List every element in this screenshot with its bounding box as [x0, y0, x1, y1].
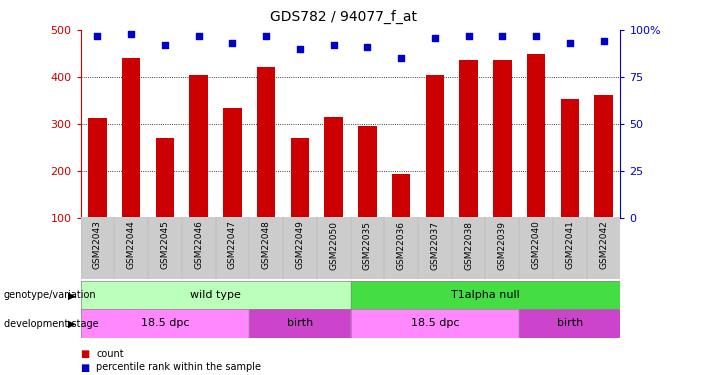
Point [463, 33, 474, 39]
Point [395, 55, 407, 61]
Text: GDS782 / 94077_f_at: GDS782 / 94077_f_at [270, 9, 417, 24]
Text: GSM22038: GSM22038 [464, 220, 473, 270]
Text: wild type: wild type [190, 290, 241, 300]
Point [125, 31, 137, 37]
Text: GSM22045: GSM22045 [161, 220, 170, 270]
Text: count: count [96, 350, 123, 359]
Bar [459, 60, 478, 217]
Point [531, 33, 542, 39]
Bar [392, 174, 410, 217]
Text: 18.5 dpc: 18.5 dpc [411, 318, 459, 328]
Bar [223, 108, 242, 218]
Point [159, 42, 170, 48]
Bar [519, 309, 620, 338]
Bar [291, 138, 309, 218]
Text: GSM22048: GSM22048 [261, 220, 271, 270]
Text: T1alpha null: T1alpha null [451, 290, 520, 300]
Point [564, 40, 576, 46]
Text: birth: birth [557, 318, 583, 328]
Text: GSM22050: GSM22050 [329, 220, 338, 270]
Text: 18.5 dpc: 18.5 dpc [141, 318, 189, 328]
Bar [493, 60, 512, 217]
Point [261, 33, 272, 39]
Text: GSM22046: GSM22046 [194, 220, 203, 270]
Bar [250, 309, 350, 338]
Point [598, 38, 609, 44]
Text: development stage: development stage [4, 319, 98, 328]
Point [429, 34, 440, 40]
Text: GSM22035: GSM22035 [363, 220, 372, 270]
Point [362, 44, 373, 50]
Bar [561, 99, 579, 218]
Text: ■: ■ [81, 363, 90, 372]
Bar [426, 75, 444, 217]
Text: GSM22041: GSM22041 [565, 220, 574, 270]
Point [497, 33, 508, 39]
Text: percentile rank within the sample: percentile rank within the sample [96, 363, 261, 372]
Text: ▶: ▶ [68, 319, 76, 328]
Text: ▶: ▶ [68, 291, 76, 300]
Text: GSM22036: GSM22036 [397, 220, 406, 270]
Text: GSM22047: GSM22047 [228, 220, 237, 270]
Point [328, 42, 339, 48]
Bar [325, 117, 343, 218]
Point [193, 33, 204, 39]
Bar [122, 58, 140, 217]
Bar [594, 95, 613, 218]
Text: GSM22043: GSM22043 [93, 220, 102, 270]
Text: GSM22049: GSM22049 [295, 220, 304, 270]
Bar [526, 54, 545, 217]
Text: ■: ■ [81, 350, 90, 359]
Bar [257, 67, 275, 218]
Point [92, 33, 103, 39]
Bar [81, 281, 350, 309]
Bar [156, 138, 175, 218]
Bar [350, 309, 519, 338]
Bar [350, 281, 620, 309]
Text: genotype/variation: genotype/variation [4, 291, 96, 300]
Text: GSM22044: GSM22044 [127, 220, 136, 269]
Bar [358, 126, 376, 218]
Bar [81, 309, 250, 338]
Text: birth: birth [287, 318, 313, 328]
Bar [88, 118, 107, 218]
Text: GSM22040: GSM22040 [531, 220, 540, 270]
Text: GSM22037: GSM22037 [430, 220, 440, 270]
Bar [189, 75, 208, 217]
Text: GSM22039: GSM22039 [498, 220, 507, 270]
Text: GSM22042: GSM22042 [599, 220, 608, 269]
Point [227, 40, 238, 46]
Point [294, 46, 306, 52]
